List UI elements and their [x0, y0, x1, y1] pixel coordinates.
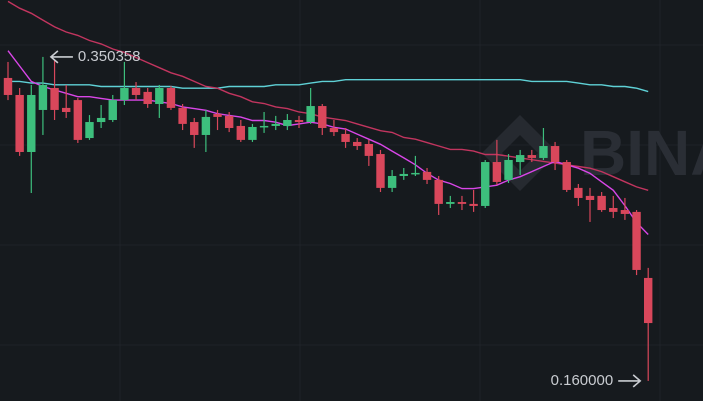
- candle-body: [178, 107, 187, 124]
- candle-body: [224, 115, 234, 128]
- candle-body: [271, 123, 280, 126]
- candle-body: [376, 154, 385, 188]
- candle-body: [422, 171, 432, 180]
- candle-body: [155, 87, 164, 104]
- candle-body: [574, 187, 583, 198]
- candle-body: [515, 155, 525, 163]
- candle-body: [283, 119, 292, 126]
- candle-body: [481, 162, 490, 206]
- candle-body: [236, 125, 245, 140]
- moving-average-line: [8, 79, 649, 93]
- candle-body: [131, 87, 141, 95]
- plot: 0.350358 0.160000: [3, 0, 653, 389]
- candle-body: [469, 203, 478, 206]
- candle-body: [585, 195, 595, 200]
- candle-body: [27, 94, 36, 152]
- candle-body: [3, 77, 13, 95]
- candle-body: [166, 87, 176, 108]
- candle-body: [259, 125, 269, 128]
- candle-body: [387, 175, 397, 188]
- candle-body: [15, 94, 24, 152]
- candle-body: [399, 173, 408, 176]
- candle-body: [644, 277, 653, 324]
- candle-body: [85, 122, 94, 139]
- watermark: BINANCE: [482, 115, 703, 191]
- candle-body: [457, 202, 467, 204]
- annotation-arrow: [49, 50, 73, 64]
- candle-body: [527, 155, 536, 158]
- candle-body: [108, 100, 117, 120]
- candle-body: [411, 172, 420, 175]
- watermark-text: BINANCE: [580, 117, 703, 189]
- candle-body: [597, 195, 606, 211]
- candle-body: [318, 106, 327, 128]
- candle-body: [353, 141, 362, 147]
- candle-body: [492, 162, 502, 182]
- candle-body: [446, 202, 455, 204]
- candle-body: [632, 211, 641, 270]
- candle-body: [213, 114, 222, 117]
- candle-body: [190, 122, 199, 135]
- candle-body: [248, 126, 257, 140]
- candle-body: [539, 146, 548, 158]
- candle-body: [562, 162, 571, 190]
- candle-body: [120, 87, 129, 101]
- candle-body: [73, 100, 83, 140]
- candle-body: [609, 207, 618, 212]
- candle-body: [550, 146, 560, 163]
- candle-body: [50, 87, 59, 110]
- moving-average-line: [7, 50, 649, 235]
- annotation-arrow: [618, 374, 642, 388]
- candle-body: [434, 179, 443, 204]
- candle-body: [504, 159, 513, 180]
- candle-body: [329, 127, 339, 133]
- candle-body: [364, 143, 374, 156]
- candle-body: [341, 133, 350, 142]
- annotation-max: 0.350358: [78, 48, 141, 65]
- candle-body: [294, 119, 304, 123]
- candle-body: [96, 117, 106, 123]
- moving-average-line: [7, 0, 649, 191]
- candle-body: [38, 84, 48, 110]
- candle-body: [620, 210, 630, 214]
- annotation-min: 0.160000: [551, 372, 614, 389]
- candle-body: [306, 106, 315, 123]
- candle-body: [143, 91, 152, 104]
- candle-body: [62, 107, 71, 112]
- candle-body: [201, 116, 211, 135]
